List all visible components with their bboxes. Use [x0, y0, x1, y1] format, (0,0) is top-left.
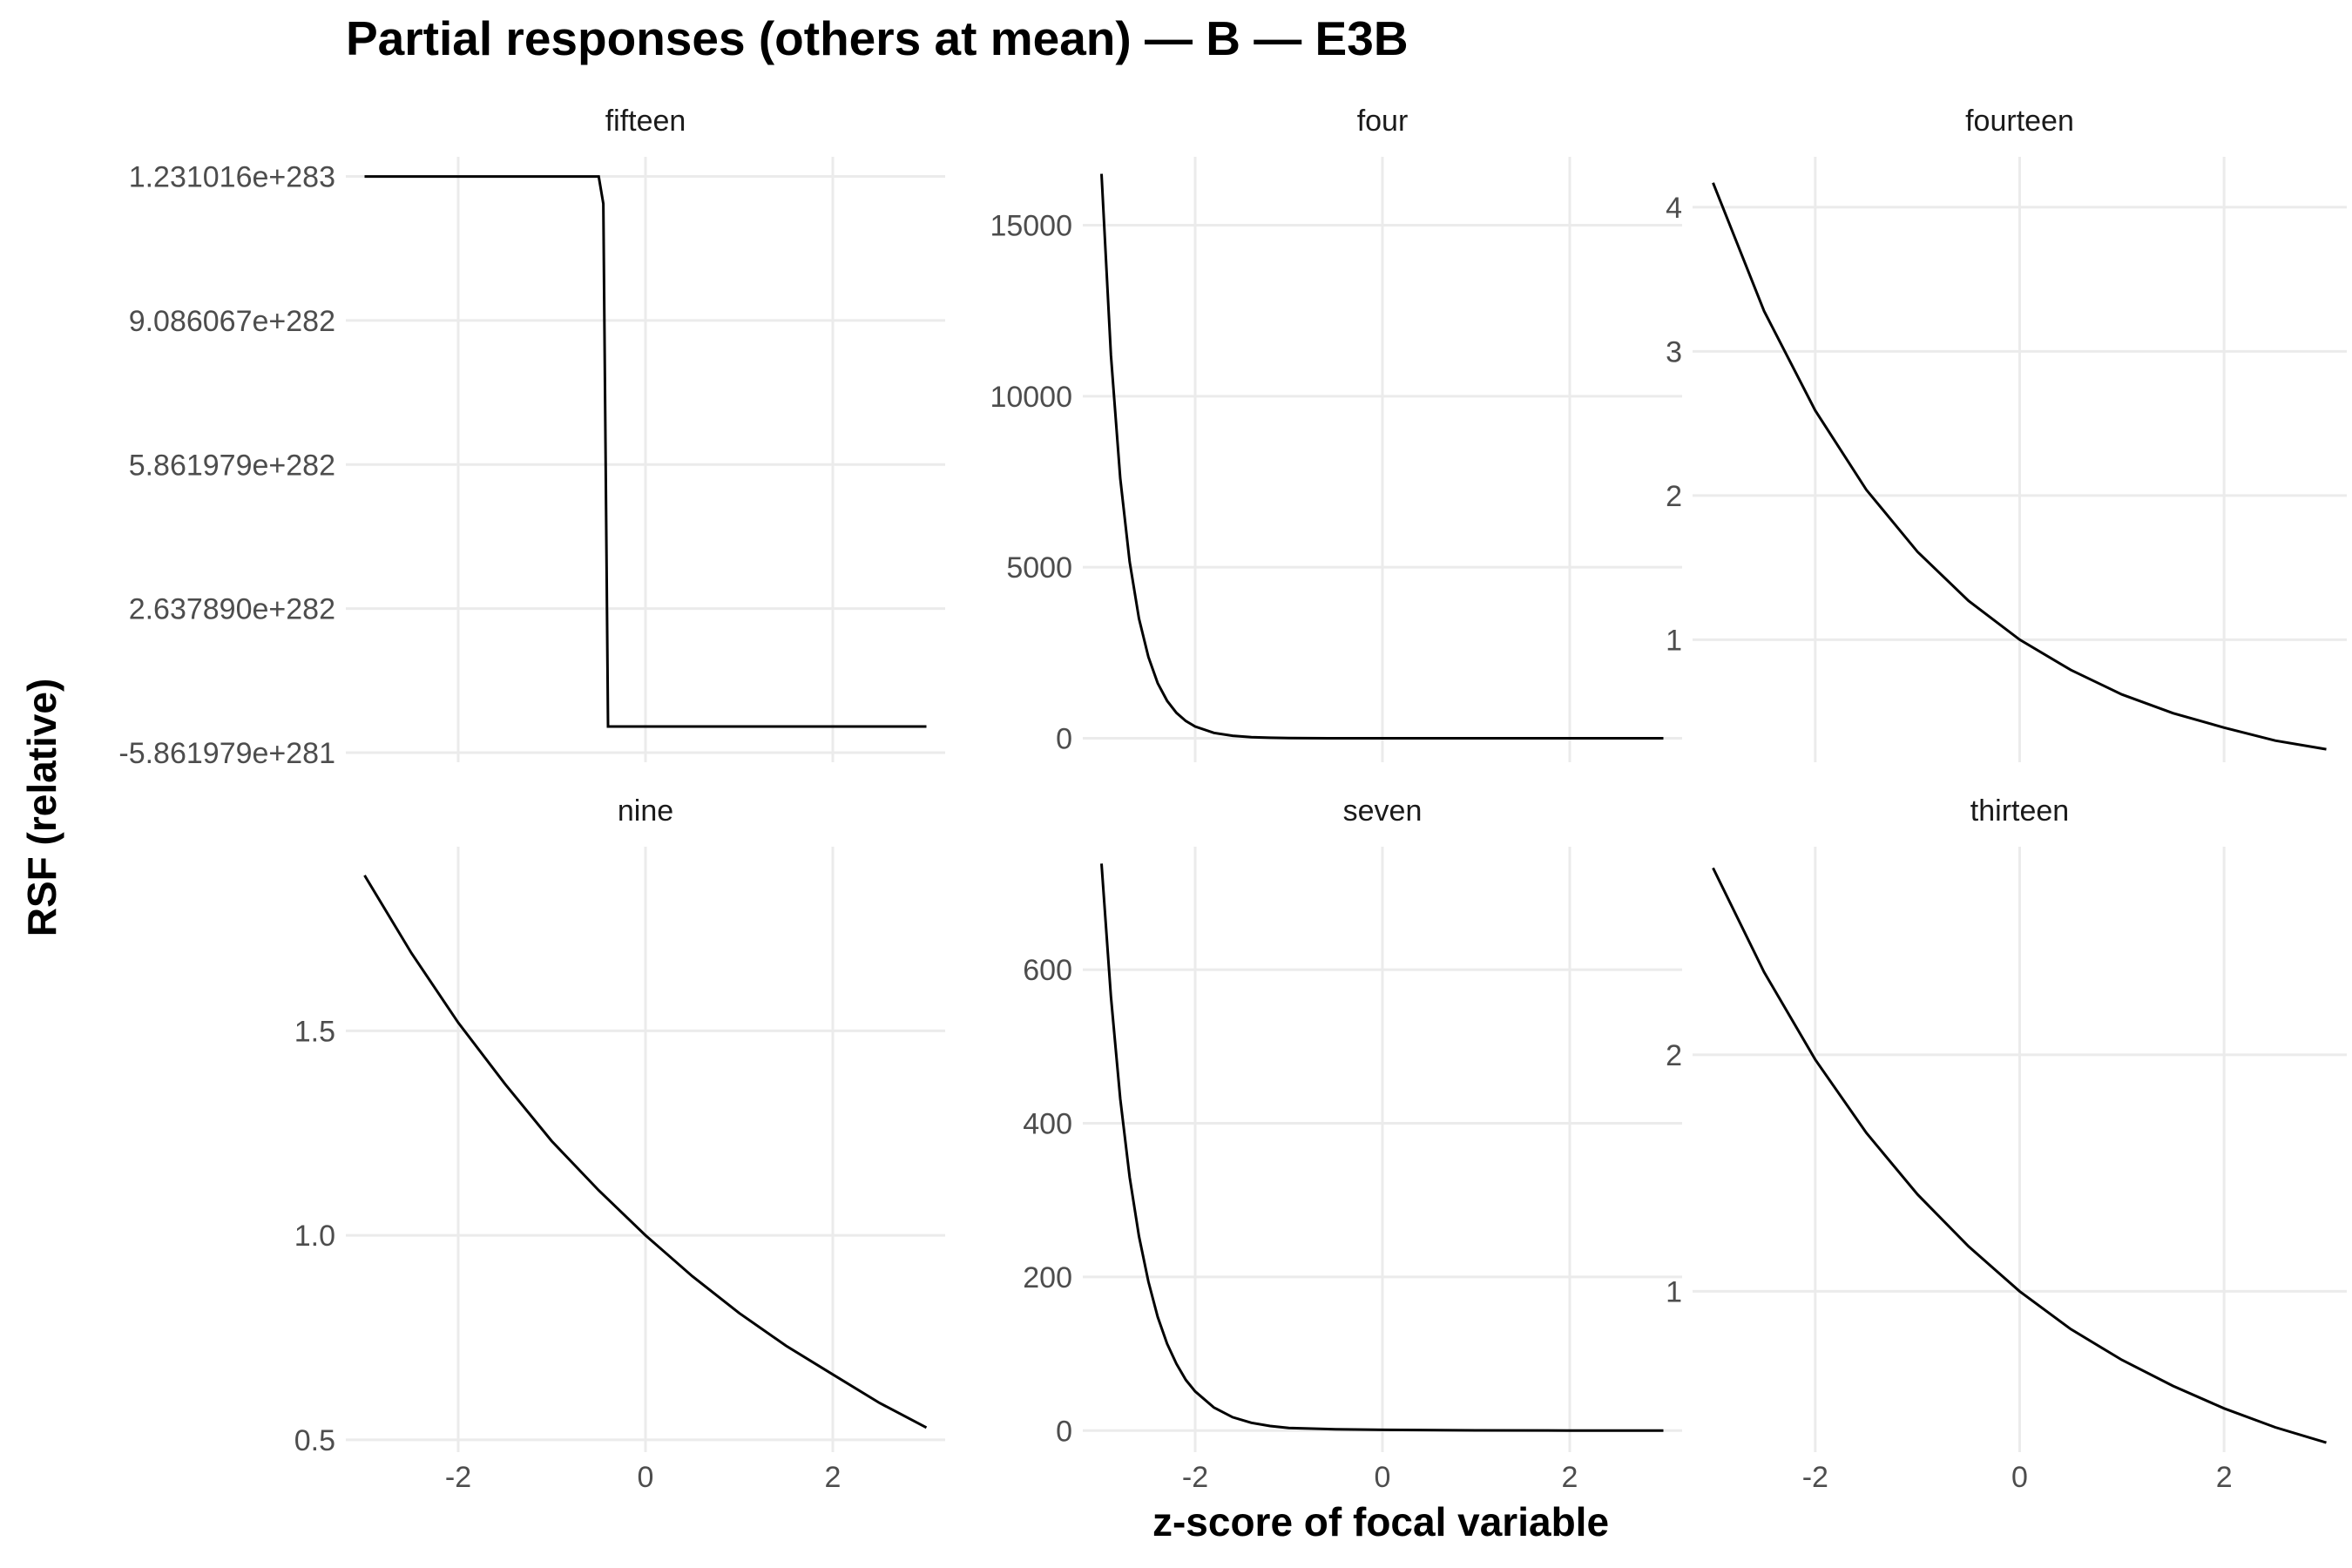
- x-tick-label: 2: [1562, 1461, 1578, 1494]
- x-tick-label: 2: [825, 1461, 841, 1494]
- y-tick-label: 200: [1023, 1261, 1072, 1294]
- y-tick-label: 2.637890e+282: [129, 593, 335, 626]
- y-tick-label: 4: [1666, 192, 1682, 225]
- x-tick-label: -2: [1802, 1461, 1828, 1494]
- x-tick-label: -2: [1182, 1461, 1208, 1494]
- series-line-fourteen: [1712, 182, 2327, 751]
- facet-label-seven: seven: [1343, 794, 1423, 828]
- y-axis-title: RSF (relative): [19, 678, 64, 937]
- y-tick-label: 1.0: [294, 1220, 335, 1253]
- y-tick-label: 1.5: [294, 1015, 335, 1048]
- y-tick-label: 2: [1666, 1039, 1682, 1072]
- y-tick-label: 10000: [990, 381, 1072, 414]
- x-axis-title: z-score of focal variable: [1152, 1499, 1610, 1544]
- series-line-fifteen: [364, 175, 927, 728]
- series-line-thirteen: [1712, 867, 2327, 1444]
- x-tick-label: 0: [2011, 1461, 2028, 1494]
- y-tick-label: 15000: [990, 210, 1072, 243]
- y-tick-label: 0: [1056, 1415, 1072, 1448]
- y-tick-label: 1: [1666, 624, 1682, 657]
- y-tick-label: 1.231016e+283: [129, 161, 335, 194]
- y-tick-label: 0.5: [294, 1424, 335, 1457]
- x-tick-label: 2: [2216, 1461, 2233, 1494]
- y-tick-label: 0: [1056, 723, 1072, 756]
- y-tick-label: 3: [1666, 335, 1682, 368]
- facet-label-nine: nine: [618, 794, 673, 828]
- chart-title: Partial responses (others at mean) — B —…: [346, 11, 1409, 65]
- x-tick-label: -2: [445, 1461, 471, 1494]
- facet-label-thirteen: thirteen: [1970, 794, 2069, 828]
- facet-label-fourteen: fourteen: [1965, 105, 2074, 138]
- series-line-four: [1100, 173, 1664, 740]
- y-tick-label: -5.861979e+281: [118, 737, 335, 770]
- y-tick-label: 2: [1666, 480, 1682, 513]
- facet-label-fifteen: fifteen: [605, 105, 686, 138]
- y-tick-label: 5000: [1006, 551, 1072, 585]
- y-tick-label: 600: [1023, 954, 1072, 987]
- y-tick-label: 9.086067e+282: [129, 305, 335, 338]
- x-tick-label: 0: [638, 1461, 654, 1494]
- series-line-seven: [1100, 863, 1664, 1432]
- series-line-nine: [363, 875, 928, 1429]
- x-tick-label: 0: [1375, 1461, 1391, 1494]
- facet-label-four: four: [1357, 105, 1409, 138]
- y-tick-label: 5.861979e+282: [129, 449, 335, 482]
- y-tick-label: 400: [1023, 1108, 1072, 1141]
- y-tick-label: 1: [1666, 1275, 1682, 1308]
